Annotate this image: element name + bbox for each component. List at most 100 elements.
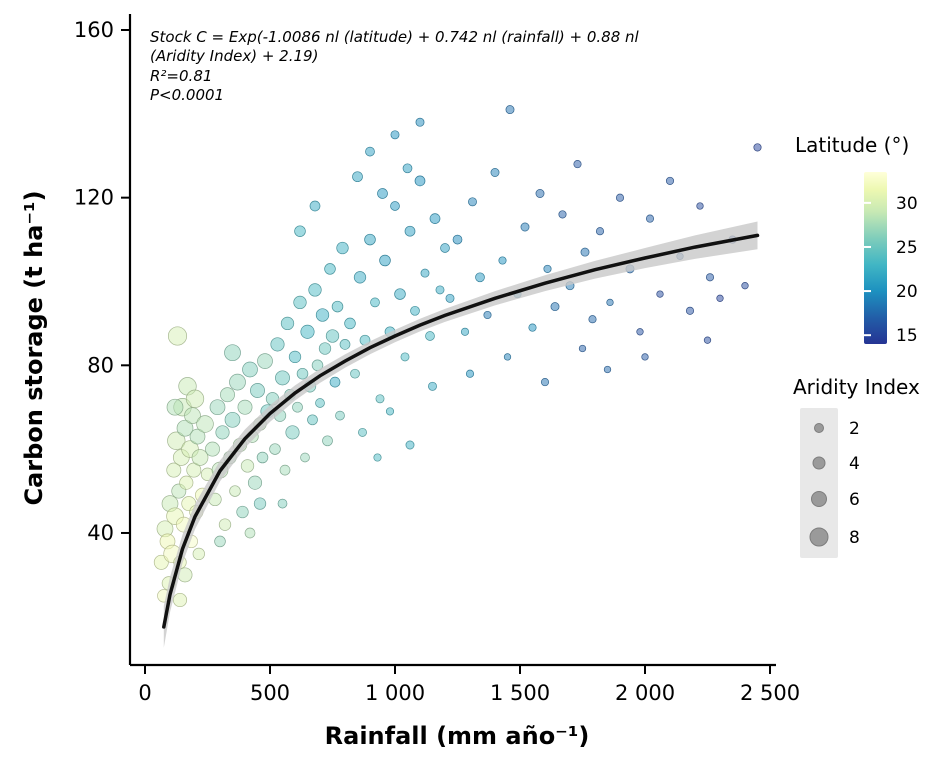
data-point (665, 176, 675, 185)
r-squared-value: R²=0.81 (150, 67, 212, 85)
data-point (300, 452, 310, 463)
colorbar-tick-label: 15 (896, 326, 918, 346)
y-tick-label: 160 (74, 18, 114, 42)
data-point (543, 264, 552, 273)
data-point (280, 316, 295, 331)
data-point (753, 143, 762, 152)
data-point (656, 290, 664, 298)
data-point (218, 518, 232, 531)
data-point (468, 197, 477, 207)
data-point (528, 323, 537, 332)
data-point (339, 339, 351, 350)
data-point (353, 271, 367, 284)
data-point (490, 168, 500, 177)
confidence-band (163, 221, 758, 648)
data-point (237, 399, 253, 415)
data-point (296, 367, 309, 380)
data-point (505, 105, 515, 115)
data-point (315, 398, 325, 408)
data-point (445, 293, 455, 303)
data-point (394, 288, 406, 300)
data-point (205, 441, 220, 457)
data-point (385, 407, 395, 416)
data-point (224, 411, 241, 428)
data-point (595, 227, 605, 236)
data-point (615, 193, 625, 202)
data-point (209, 399, 226, 416)
y-tick-label: 40 (87, 521, 114, 545)
data-point (415, 117, 425, 127)
data-point (373, 453, 382, 462)
data-point (196, 415, 214, 433)
data-point (322, 435, 333, 447)
data-point (429, 213, 441, 224)
data-point (352, 171, 363, 183)
data-point (390, 201, 400, 211)
data-point (400, 352, 410, 362)
data-point (250, 383, 265, 398)
aridity-legend-bubble (812, 456, 826, 470)
data-point (535, 189, 545, 198)
data-point (636, 328, 644, 336)
data-point (167, 431, 186, 450)
data-point (167, 326, 188, 346)
latitude-colorbar (864, 172, 887, 344)
data-point (377, 188, 388, 199)
data-point (440, 243, 450, 253)
data-point (350, 368, 360, 379)
data-point (375, 394, 385, 404)
data-point (603, 365, 612, 374)
data-point (606, 298, 614, 307)
data-point (189, 428, 206, 445)
data-point (244, 527, 256, 539)
data-point (192, 547, 205, 561)
data-point (256, 451, 269, 464)
data-point (324, 263, 336, 275)
data-point (224, 344, 241, 362)
aridity-legend-label: 8 (849, 528, 860, 548)
latitude-colorbar-ticks: 30 25 20 15 (864, 194, 918, 346)
x-tick-label: 1 500 (490, 681, 550, 705)
data-point (425, 331, 435, 341)
scatter-points-layer (153, 105, 762, 608)
data-point (550, 302, 560, 312)
data-point (275, 370, 290, 386)
data-point (390, 130, 400, 140)
data-point (215, 425, 230, 440)
data-point (240, 459, 255, 473)
data-point (247, 475, 263, 490)
x-axis-title: Rainfall (mm año⁻¹) (325, 722, 590, 750)
x-tick-label: 2 000 (615, 681, 675, 705)
regression-annotation: Stock C = Exp(-1.0086 nl (latitude) + 0.… (150, 28, 640, 104)
data-point (166, 462, 182, 478)
p-value: P<0.0001 (150, 86, 224, 104)
data-point (331, 300, 344, 313)
data-point (483, 310, 492, 320)
data-point (176, 419, 194, 437)
data-point (402, 163, 413, 174)
data-point (503, 353, 512, 361)
data-point (191, 449, 209, 466)
data-point (257, 353, 273, 369)
data-point (641, 353, 649, 361)
data-point (270, 337, 285, 352)
data-point (166, 398, 184, 416)
colorbar-tick-label: 30 (896, 194, 918, 214)
aridity-legend-label: 4 (849, 454, 860, 474)
data-point (300, 324, 315, 339)
data-point (465, 369, 475, 378)
aridity-legend-label: 6 (849, 490, 860, 510)
fit-curve-layer (162, 233, 760, 629)
y-axis-ticks: 40 80 120 160 (74, 18, 130, 545)
data-point (242, 361, 258, 378)
data-point (315, 308, 330, 322)
data-point (520, 222, 530, 232)
data-point (285, 425, 300, 440)
data-point (588, 315, 597, 324)
x-tick-label: 500 (250, 681, 290, 705)
data-point (236, 505, 249, 519)
data-point (573, 160, 582, 169)
equation-line-2: (Aridity Index) + 2.19) (150, 47, 318, 65)
data-point (428, 381, 437, 391)
aridity-legend-bubble (809, 527, 829, 547)
